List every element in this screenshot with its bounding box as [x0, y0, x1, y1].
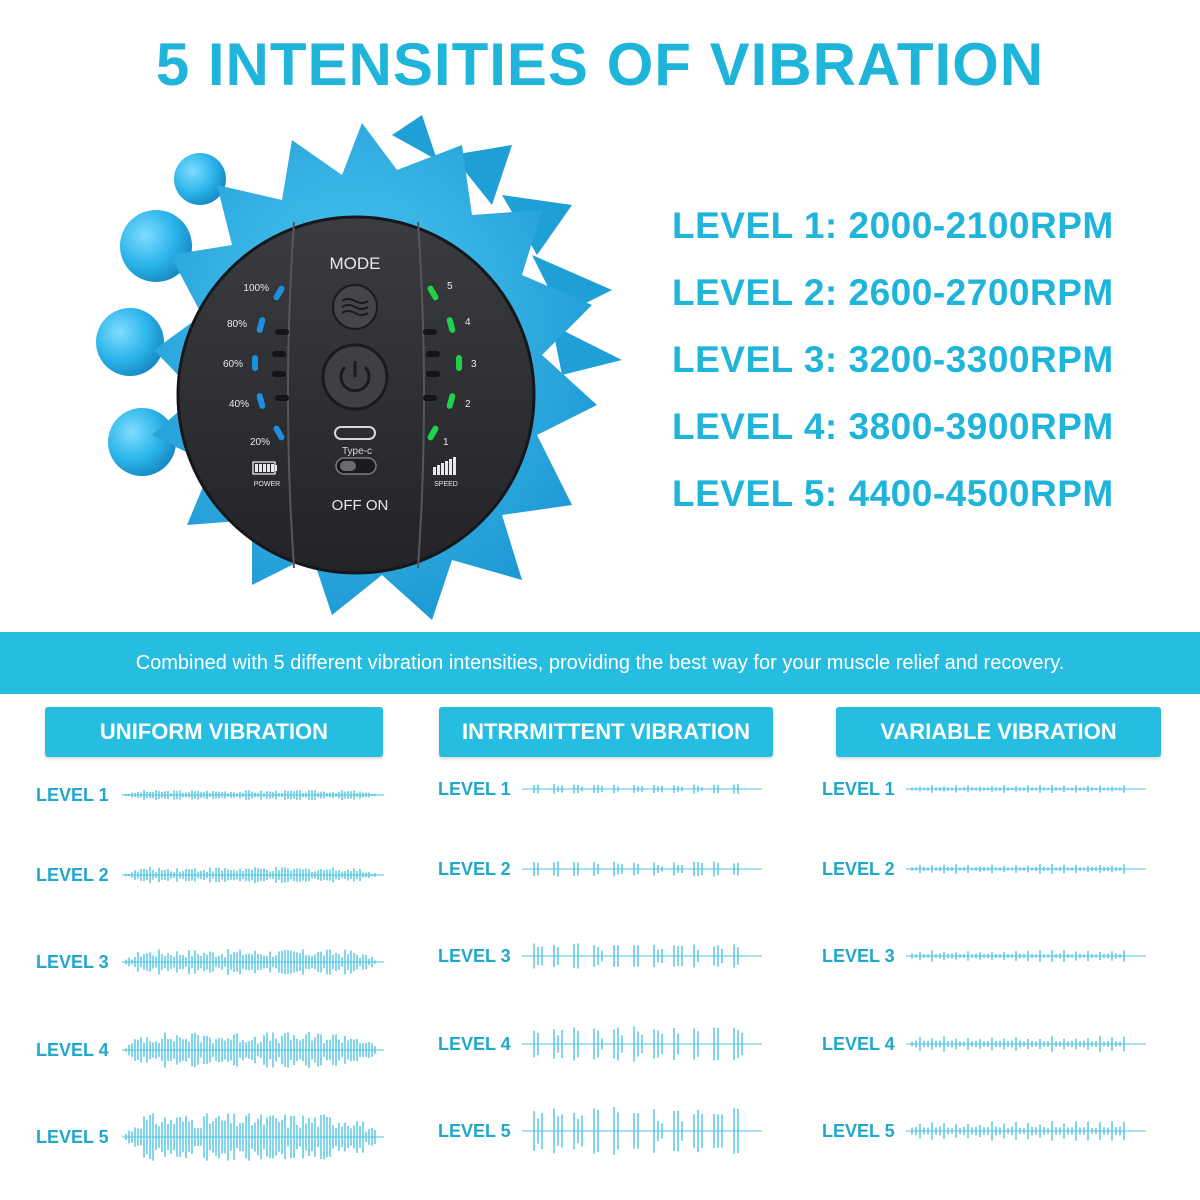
waveform-level-label: LEVEL 5: [822, 1121, 895, 1141]
waveform-row: LEVEL 5: [438, 1101, 762, 1161]
waveform-variable: [906, 1121, 1146, 1141]
svg-text:60%: 60%: [223, 359, 243, 370]
waveform-variable: [906, 950, 1146, 962]
waveform-row: LEVEL 4: [438, 1014, 762, 1074]
svg-text:2: 2: [465, 399, 471, 410]
rpm-level-5: LEVEL 5: 4400-4500RPM: [672, 473, 1114, 514]
waveform-intermittent: [522, 943, 762, 969]
waveform-row: LEVEL 1: [822, 759, 1146, 819]
description-banner: Combined with 5 different vibration inte…: [0, 632, 1200, 694]
svg-text:80%: 80%: [227, 319, 247, 330]
rpm-level-list: LEVEL 1: 2000-2100RPM LEVEL 2: 2600-2700…: [672, 200, 1114, 535]
power-indicator: 100% 80% 60% 40% 20% POWER: [223, 283, 289, 488]
waveform-variable: [906, 785, 1146, 793]
waveform-level-label: LEVEL 3: [36, 952, 109, 972]
svg-text:POWER: POWER: [254, 481, 280, 488]
waveform-row: LEVEL 2: [822, 839, 1146, 899]
waveform-row: LEVEL 3: [822, 926, 1146, 986]
waveform-level-label: LEVEL 1: [438, 779, 511, 799]
waveform-intermittent: [522, 861, 762, 877]
waveform-uniform: [122, 1032, 384, 1068]
type-c-port: [334, 426, 376, 440]
mode-label: MODE: [330, 254, 381, 273]
rpm-level-2: LEVEL 2: 2600-2700RPM: [672, 272, 1114, 313]
banner-text: Combined with 5 different vibration inte…: [135, 652, 1065, 674]
waveform-level-label: LEVEL 5: [36, 1127, 109, 1147]
waveform-row: LEVEL 2: [438, 839, 762, 899]
waveform-level-label: LEVEL 5: [438, 1121, 511, 1141]
waveform-uniform: [122, 949, 384, 975]
waveform-level-label: LEVEL 4: [36, 1040, 109, 1060]
waveform-level-label: LEVEL 3: [822, 946, 895, 966]
waveform-row: LEVEL 1: [36, 765, 384, 825]
waveform-variable: [906, 864, 1146, 874]
waveform-row: LEVEL 5: [36, 1107, 384, 1167]
svg-text:40%: 40%: [229, 399, 249, 410]
waveform-level-label: LEVEL 2: [438, 859, 511, 879]
waveform-row: LEVEL 1: [438, 759, 762, 819]
waveform-level-label: LEVEL 2: [36, 865, 109, 885]
waveform-intermittent: [522, 784, 762, 794]
page-title: 5 INTENSITIES OF VIBRATION: [155, 31, 1045, 98]
variable-vibration-title: VARIABLE VIBRATION: [836, 707, 1161, 757]
waveform-uniform: [122, 867, 384, 883]
waveform-level-label: LEVEL 2: [822, 859, 895, 879]
intermittent-vibration-title: INTRRMITTENT VIBRATION: [439, 707, 773, 757]
type-c-label: Type-c: [342, 446, 372, 457]
waveform-intermittent: [522, 1026, 762, 1062]
massager-device-illustration: MODE Type-c OFF ON 100% 80% 60% 40% 20% …: [96, 115, 622, 620]
waveform-level-label: LEVEL 1: [36, 785, 109, 805]
rpm-level-3: LEVEL 3: 3200-3300RPM: [672, 339, 1114, 380]
uniform-vibration-title: UNIFORM VIBRATION: [45, 707, 383, 757]
off-on-label: OFF ON: [332, 497, 389, 514]
svg-text:4: 4: [465, 317, 471, 328]
waveform-row: LEVEL 5: [822, 1101, 1146, 1161]
svg-text:100%: 100%: [243, 283, 269, 294]
svg-text:SPEED: SPEED: [434, 481, 458, 488]
waveform-row: LEVEL 3: [438, 926, 762, 986]
svg-text:20%: 20%: [250, 437, 270, 448]
waveform-level-label: LEVEL 4: [822, 1034, 895, 1054]
waveform-uniform: [122, 790, 384, 800]
waveform-row: LEVEL 4: [36, 1020, 384, 1080]
waveform-variable: [906, 1036, 1146, 1052]
svg-text:1: 1: [443, 437, 449, 448]
speed-indicator: 5 4 3 2 1 SPEED: [423, 281, 477, 488]
waveform-intermittent: [522, 1107, 762, 1155]
nub-balls: [96, 153, 226, 476]
svg-text:5: 5: [447, 281, 453, 292]
rpm-level-4: LEVEL 4: 3800-3900RPM: [672, 406, 1114, 447]
waveform-uniform: [122, 1113, 384, 1161]
svg-text:3: 3: [471, 359, 477, 370]
waveform-level-label: LEVEL 4: [438, 1034, 511, 1054]
waveform-row: LEVEL 2: [36, 845, 384, 905]
waveform-level-label: LEVEL 1: [822, 779, 895, 799]
waveform-row: LEVEL 3: [36, 932, 384, 992]
waveform-level-label: LEVEL 3: [438, 946, 511, 966]
rpm-level-1: LEVEL 1: 2000-2100RPM: [672, 205, 1114, 246]
waveform-row: LEVEL 4: [822, 1014, 1146, 1074]
